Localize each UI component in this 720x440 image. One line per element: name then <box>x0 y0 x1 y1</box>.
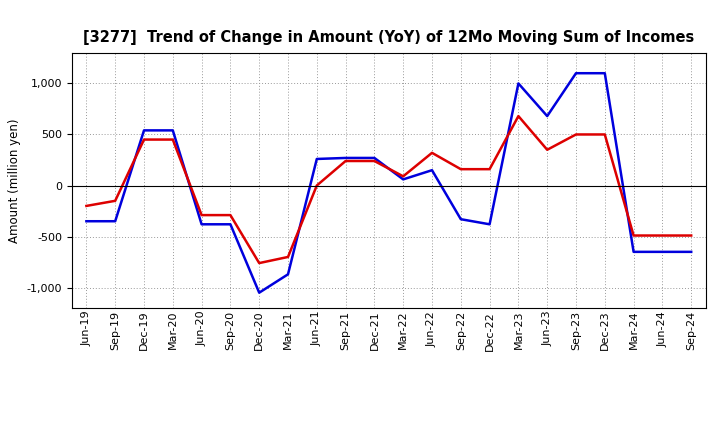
Net Income <box>572 132 580 137</box>
Net Income <box>82 203 91 209</box>
Ordinary Income <box>140 128 148 133</box>
Line: Net Income: Net Income <box>86 116 691 263</box>
Net Income <box>456 166 465 172</box>
Net Income <box>312 183 321 188</box>
Net Income <box>514 114 523 119</box>
Net Income <box>485 166 494 172</box>
Ordinary Income <box>111 219 120 224</box>
Ordinary Income <box>428 168 436 173</box>
Net Income <box>428 150 436 155</box>
Ordinary Income <box>197 222 206 227</box>
Net Income <box>168 137 177 142</box>
Ordinary Income <box>341 155 350 161</box>
Ordinary Income <box>572 70 580 76</box>
Ordinary Income <box>514 81 523 86</box>
Title: [3277]  Trend of Change in Amount (YoY) of 12Mo Moving Sum of Incomes: [3277] Trend of Change in Amount (YoY) o… <box>84 29 694 45</box>
Net Income <box>341 158 350 164</box>
Ordinary Income <box>226 222 235 227</box>
Ordinary Income <box>312 156 321 161</box>
Ordinary Income <box>399 177 408 182</box>
Ordinary Income <box>485 222 494 227</box>
Net Income <box>197 213 206 218</box>
Net Income <box>399 174 408 179</box>
Line: Ordinary Income: Ordinary Income <box>86 73 691 293</box>
Ordinary Income <box>82 219 91 224</box>
Ordinary Income <box>687 249 696 254</box>
Net Income <box>687 233 696 238</box>
Net Income <box>370 158 379 164</box>
Net Income <box>543 147 552 152</box>
Net Income <box>600 132 609 137</box>
Net Income <box>658 233 667 238</box>
Ordinary Income <box>658 249 667 254</box>
Ordinary Income <box>168 128 177 133</box>
Net Income <box>255 260 264 266</box>
Net Income <box>111 198 120 203</box>
Ordinary Income <box>284 271 292 277</box>
Net Income <box>284 254 292 260</box>
Ordinary Income <box>629 249 638 254</box>
Net Income <box>629 233 638 238</box>
Ordinary Income <box>456 216 465 222</box>
Net Income <box>226 213 235 218</box>
Y-axis label: Amount (million yen): Amount (million yen) <box>8 118 21 242</box>
Ordinary Income <box>255 290 264 295</box>
Ordinary Income <box>543 114 552 119</box>
Net Income <box>140 137 148 142</box>
Ordinary Income <box>600 70 609 76</box>
Ordinary Income <box>370 155 379 161</box>
